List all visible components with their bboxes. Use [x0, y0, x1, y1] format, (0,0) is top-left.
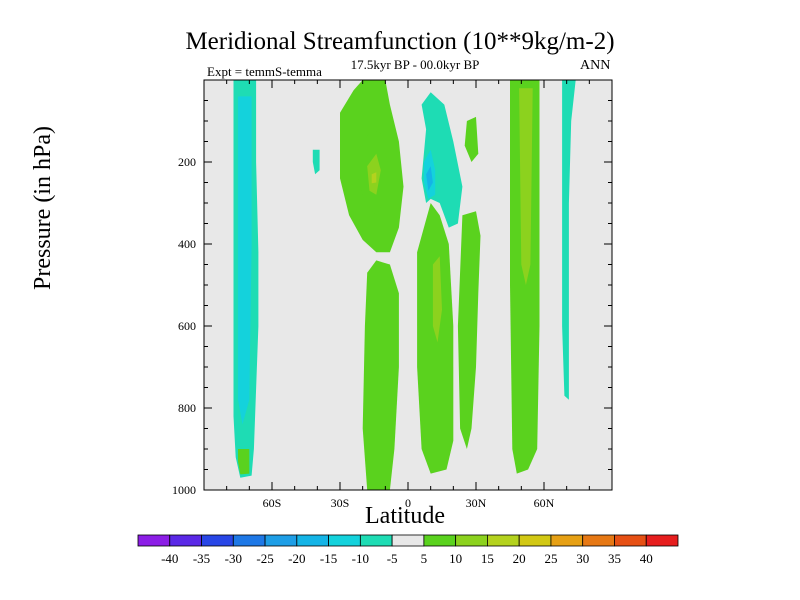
y-tick-label: 1000 — [172, 483, 196, 497]
colorbar-box — [455, 534, 488, 547]
colorbar-label: 25 — [544, 551, 557, 566]
colorbar-label: -25 — [256, 551, 273, 566]
colorbar-box — [423, 534, 457, 547]
colorbar-box — [582, 534, 615, 547]
y-tick-label: 800 — [178, 401, 196, 415]
colorbar-label: 40 — [640, 551, 653, 566]
colorbar-label: 15 — [481, 551, 494, 566]
y-tick-label: 600 — [178, 319, 196, 333]
x-tick-label: 30S — [331, 496, 350, 510]
colorbar-label: -15 — [320, 551, 337, 566]
colorbar-box — [137, 534, 171, 547]
colorbar-label: -20 — [288, 551, 305, 566]
plot-layer — [203, 79, 613, 491]
colorbar-label: 30 — [576, 551, 589, 566]
contour-nh-high-lat-negative — [562, 80, 576, 400]
y-axis-label: Pressure (in hPa) — [30, 126, 56, 290]
colorbar-box — [264, 534, 298, 547]
chart-title: Meridional Streamfunction (10**9kg/m-2) — [185, 28, 615, 55]
axis-layer: 60S 30S 0 30N 60N 200 400 600 800 1000 — [172, 80, 612, 510]
contour-sh-subtropical-lower-positive — [362, 260, 399, 490]
colorbar: -40 -35 -30 -25 -20 -15 -10 -5 5 10 15 20 25 30 35 40 — [137, 534, 679, 566]
contour-sh-subtropical-upper-max — [371, 172, 377, 184]
contour-sh-high-lat-base — [238, 449, 250, 475]
contour-equatorial-lower-peak — [432, 256, 442, 343]
y-tick-label: 200 — [178, 155, 196, 169]
contour-nh-subtropical-scatter — [457, 211, 481, 449]
colorbar-box — [328, 534, 361, 547]
x-axis-label: Latitude — [365, 503, 445, 529]
colorbar-label: -40 — [161, 551, 178, 566]
contour-nh-upper-small-cell — [464, 116, 479, 162]
colorbar-label: -10 — [352, 551, 369, 566]
colorbar-label: -5 — [387, 551, 398, 566]
colorbar-box — [232, 534, 266, 547]
contour-tropical-negative-peak — [426, 166, 433, 191]
y-tick-label: 400 — [178, 237, 196, 251]
colorbar-box — [487, 534, 520, 547]
chart-subtitle: 17.5kyr BP - 00.0kyr BP — [350, 57, 480, 72]
colorbar-box — [169, 534, 202, 547]
colorbar-box — [201, 534, 234, 547]
experiment-label: Expt = temmS-temma — [207, 64, 322, 79]
x-tick-label: 0 — [405, 496, 411, 510]
colorbar-box — [391, 534, 425, 547]
colorbar-box — [645, 534, 679, 547]
colorbar-box — [518, 534, 552, 547]
x-tick-label: 30N — [466, 496, 487, 510]
contour-sh-small-negative-cell — [312, 149, 320, 175]
colorbar-label: 35 — [608, 551, 621, 566]
colorbar-label: -30 — [225, 551, 242, 566]
colorbar-label: 5 — [421, 551, 428, 566]
contour-nh-midlat-peak — [519, 88, 533, 285]
colorbar-label: 20 — [513, 551, 526, 566]
colorbar-box — [550, 534, 584, 547]
colorbar-label: -35 — [193, 551, 210, 566]
colorbar-box — [296, 534, 329, 547]
colorbar-box — [614, 534, 647, 547]
colorbar-label: 10 — [449, 551, 462, 566]
contour-sh-high-lat-core — [238, 96, 252, 425]
x-tick-label: 60N — [534, 496, 555, 510]
colorbar-box — [359, 534, 393, 547]
x-tick-label: 60S — [263, 496, 282, 510]
season-label: ANN — [580, 58, 611, 73]
plot-background — [204, 80, 612, 490]
